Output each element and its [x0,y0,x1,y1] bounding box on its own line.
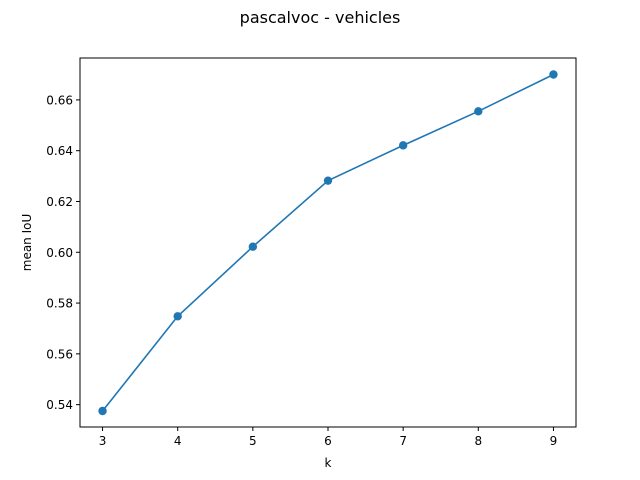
x-tick-label: 6 [324,434,332,448]
data-point [98,406,107,416]
x-tick-label: 9 [550,434,558,448]
data-point [173,312,182,321]
x-tick-label: 7 [399,434,407,448]
y-tick-label: 0.58 [46,297,73,311]
data-point [323,176,333,185]
x-tick-label: 5 [249,434,257,448]
data-point [248,242,258,251]
y-tick-label: 0.66 [46,93,73,107]
series-layer [98,70,558,416]
data-point [549,70,558,79]
y-axis: 0.54 0.56 0.58 0.60 0.62 0.64 0.66 [46,93,80,412]
y-axis-title: mean IoU [20,214,34,272]
x-axis-title: k [325,456,332,470]
y-tick-label: 0.64 [46,144,73,158]
x-tick-label: 3 [99,434,107,448]
y-tick-label: 0.54 [46,398,73,412]
data-point [474,107,483,116]
data-point [398,141,408,150]
y-tick-label: 0.60 [46,246,73,260]
y-tick-label: 0.56 [46,347,73,361]
x-axis: 3 4 5 6 7 8 9 [99,427,558,448]
chart-title: pascalvoc - vehicles [240,8,401,27]
y-tick-label: 0.62 [46,195,73,209]
x-tick-label: 8 [474,434,482,448]
x-tick-label: 4 [174,434,182,448]
plot-area [79,57,577,428]
